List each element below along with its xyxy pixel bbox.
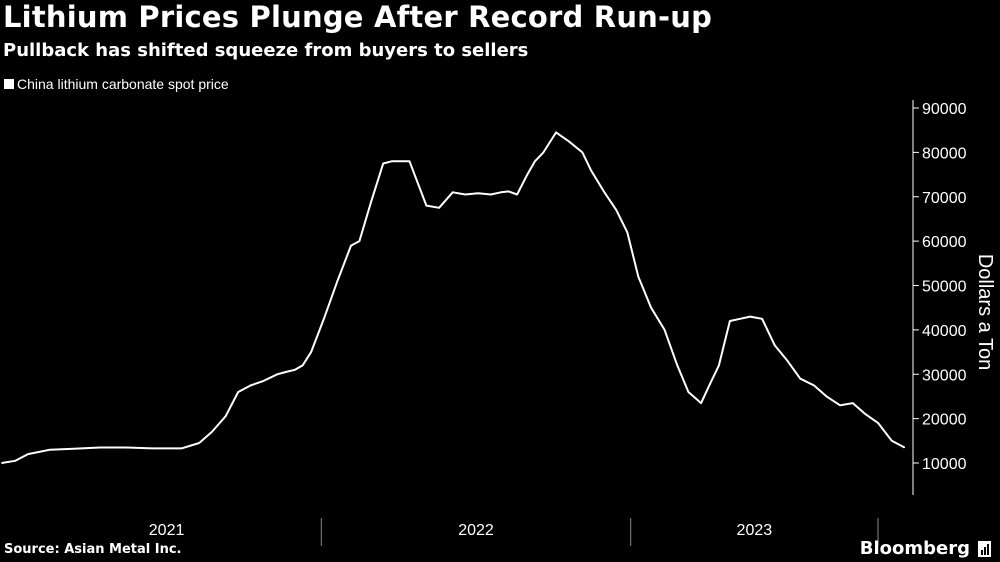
legend-swatch [4,79,14,89]
data-point [324,316,326,318]
source-note: Source: Asian Metal Inc. [4,542,182,557]
data-point [464,193,466,196]
brand-logo-text: Bloomberg [859,538,970,559]
x-tick-label: 2021 [149,522,185,539]
data-point [224,415,227,417]
data-point [839,404,841,406]
data-point [198,442,200,444]
data-point [211,431,213,433]
data-point [276,373,278,375]
data-point [263,380,265,382]
data-point [555,131,557,133]
data-point [568,140,570,142]
data-point [391,160,393,162]
data-point [786,360,789,362]
data-point [864,413,867,415]
data-point [336,280,338,282]
data-point [664,329,666,331]
y-axis-title: Dollars a Ton [974,254,996,370]
series-line [1,131,905,464]
y-tick-label: 40000 [922,323,967,340]
data-point [350,245,352,247]
data-point [526,174,528,176]
data-point [14,460,16,462]
data-point [877,422,879,424]
data-point [729,320,731,322]
data-point [237,391,239,393]
data-point [294,369,296,371]
data-point [626,231,628,233]
data-point [490,193,492,196]
data-point [799,378,801,380]
data-point [852,402,854,404]
data-point [516,193,518,196]
data-point [718,364,720,366]
data-point [761,318,763,320]
data-point [749,316,751,318]
chart-subtitle: Pullback has shifted squeeze from buyers… [3,40,529,61]
data-point [508,190,510,192]
data-point [700,402,702,404]
data-point [774,344,776,346]
bloomberg-mark-icon [978,541,991,557]
legend-label: China lithium carbonate spot price [17,76,229,92]
data-point [358,240,360,242]
y-tick-label: 10000 [922,456,967,473]
data-point [438,207,440,209]
data-point [500,191,502,193]
x-tick-label: 2022 [458,522,494,539]
data-point [709,382,712,384]
data-point [73,448,75,450]
y-tick-label: 20000 [922,412,967,429]
data-point [1,462,3,464]
chart-title: Lithium Prices Plunge After Record Run-u… [3,0,713,34]
data-point [581,151,584,153]
data-point [180,447,182,449]
data-point [164,447,166,449]
data-point [49,449,51,451]
data-point [477,192,479,194]
data-point [302,364,304,366]
data-point [813,384,815,386]
data-point [408,160,411,162]
y-tick-label: 50000 [922,279,967,296]
data-point [739,318,741,320]
data-point [452,191,454,193]
data-point [250,384,252,386]
data-point [310,351,312,353]
data-point [687,391,690,393]
data-point [534,160,536,162]
y-tick-label: 60000 [922,234,967,251]
data-point [124,446,127,449]
data-point [637,276,639,278]
data-point [590,169,592,171]
data-point [891,440,893,442]
data-point [285,371,287,373]
y-tick-label: 80000 [922,145,967,162]
data-point [27,453,29,455]
data-point [425,205,427,207]
legend: China lithium carbonate spot price [4,76,229,92]
data-point [151,447,153,449]
data-point [382,162,384,165]
data-point [542,151,545,153]
y-tick-label: 70000 [922,190,967,207]
data-point [370,200,372,202]
data-point [99,446,101,449]
y-tick-label: 30000 [922,367,967,384]
y-tick-label: 90000 [922,101,967,118]
data-point [676,364,678,366]
x-tick-label: 2023 [737,522,773,539]
data-point [903,446,906,449]
data-point [650,307,652,309]
data-point [615,209,617,211]
data-point [603,191,606,193]
data-point [400,160,402,162]
data-point [825,395,828,397]
